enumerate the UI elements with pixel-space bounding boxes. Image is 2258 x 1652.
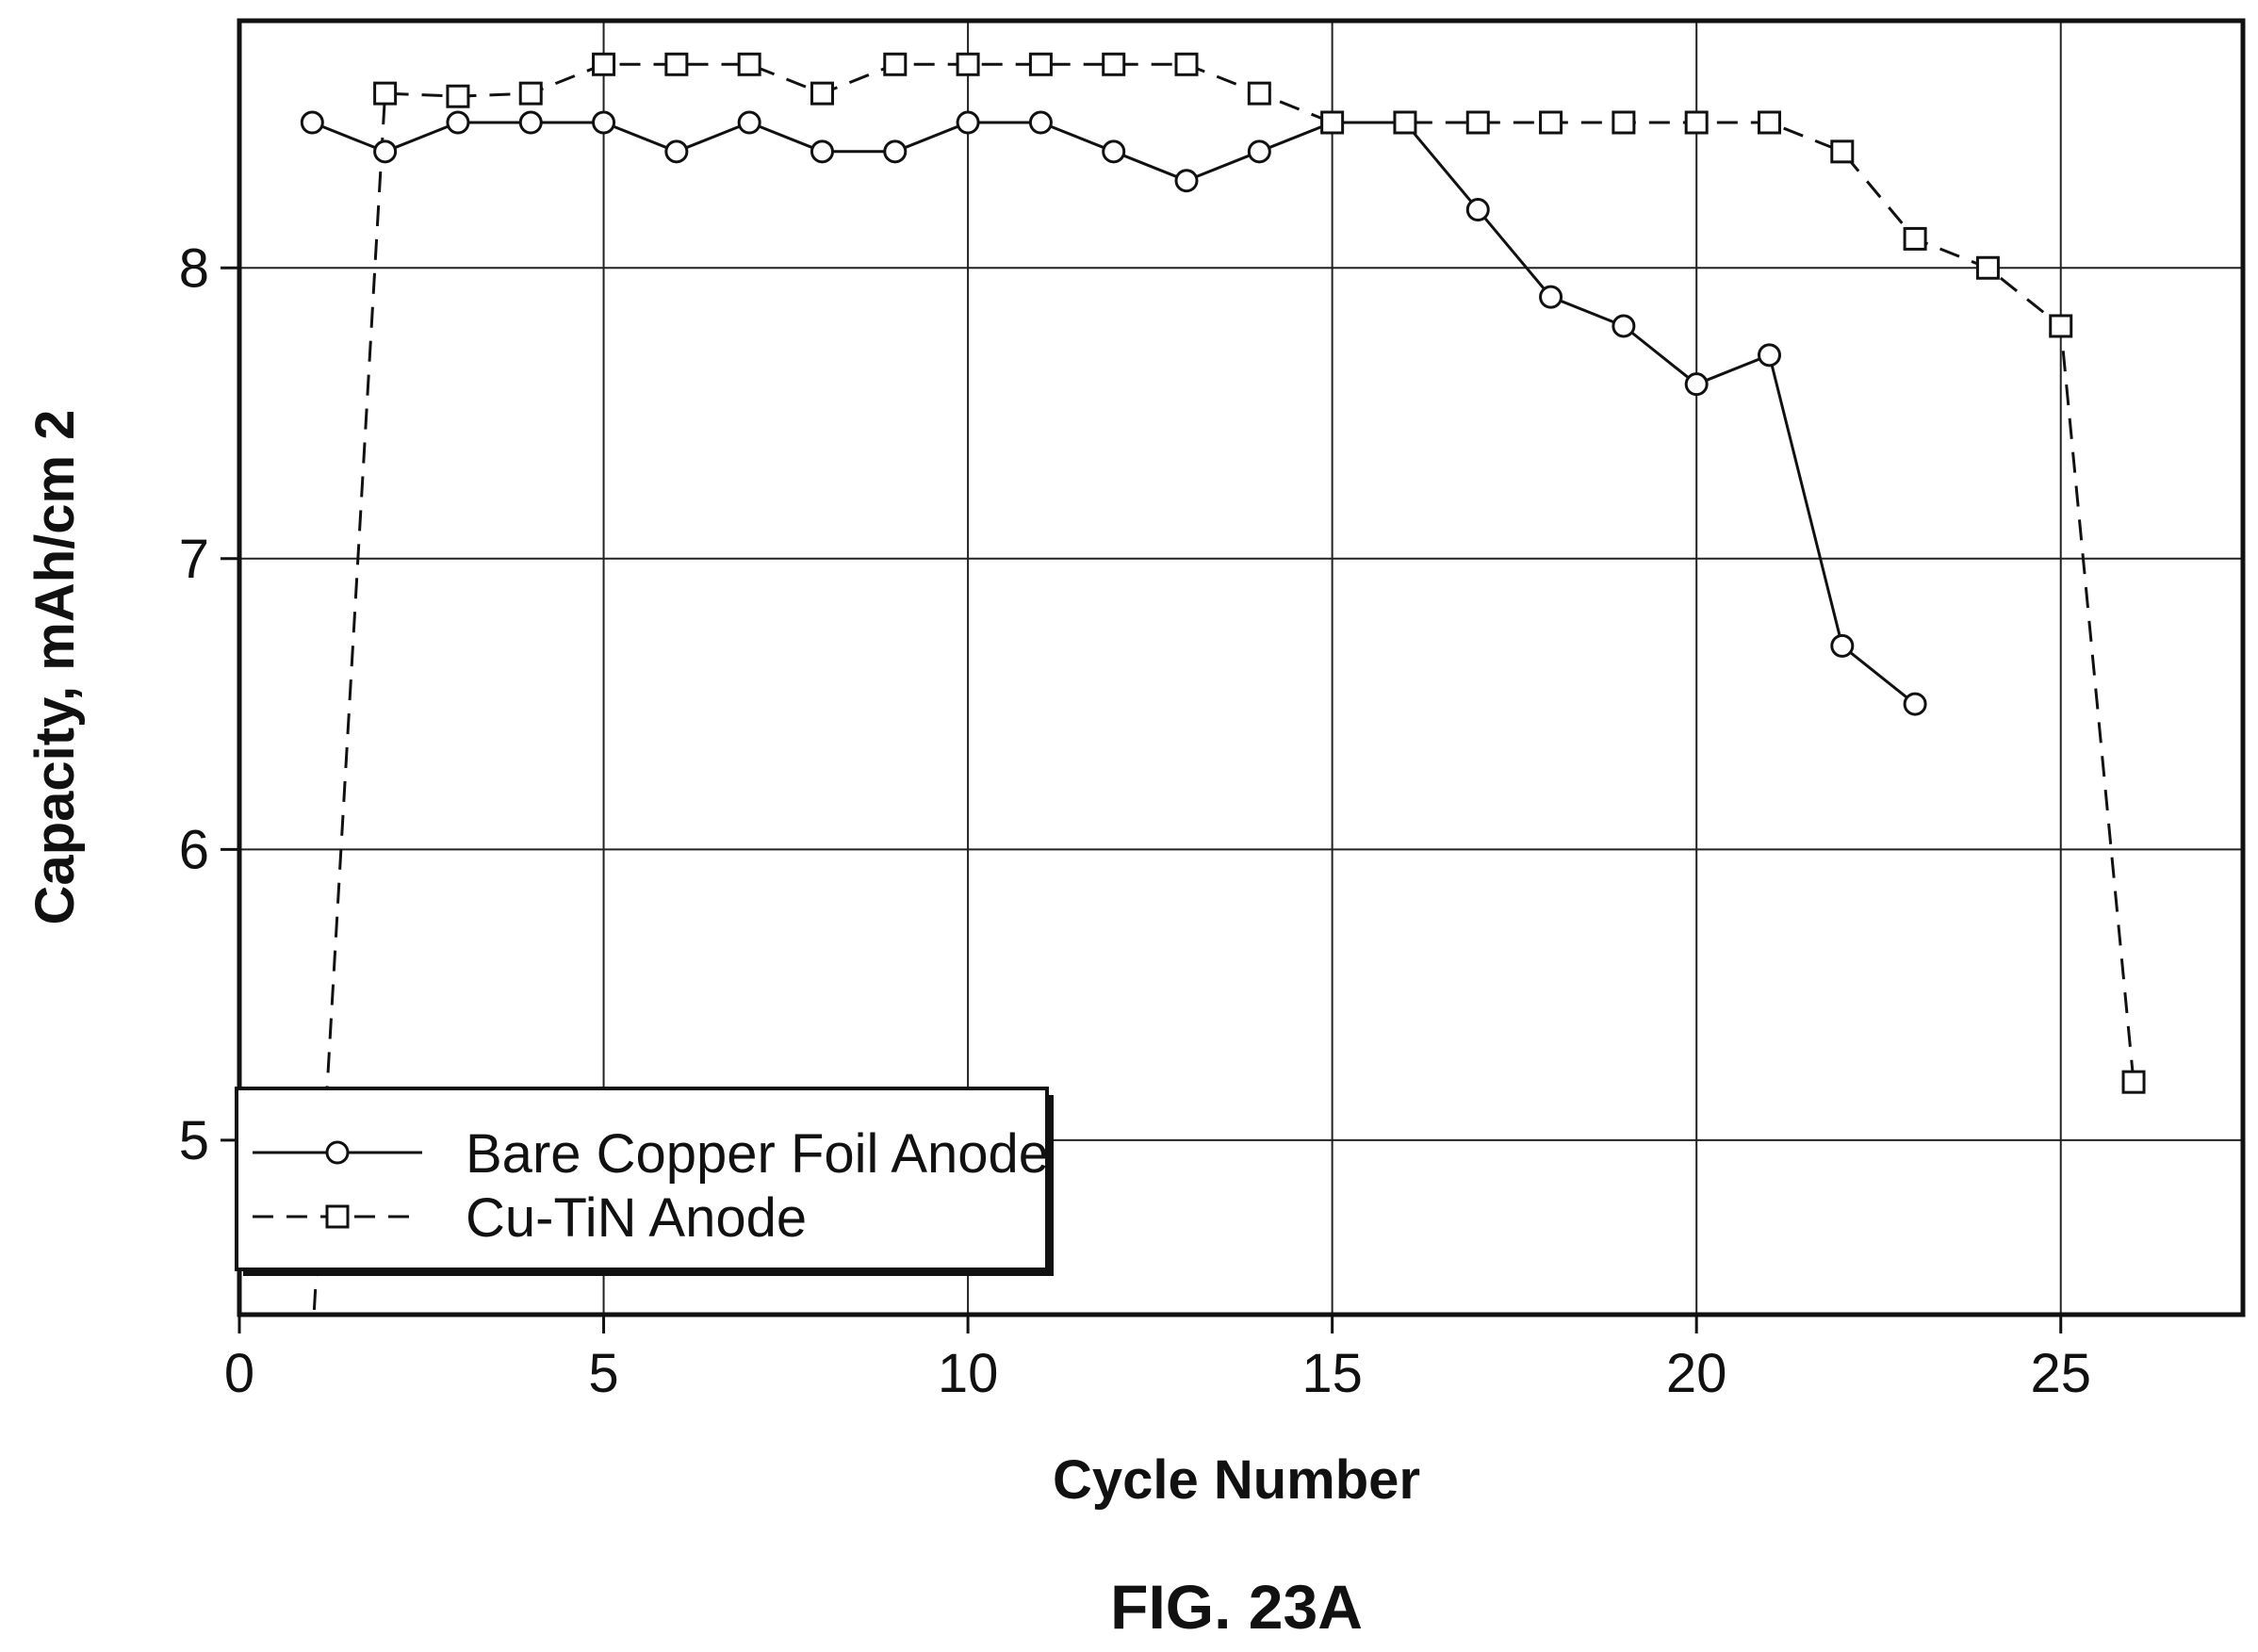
data-point-bare-copper: [1247, 139, 1271, 164]
data-point-bare-copper: [446, 110, 470, 135]
data-point-bare-copper: [810, 139, 834, 164]
data-point-cu-tin: [1757, 110, 1781, 135]
data-point-bare-copper: [664, 139, 689, 164]
data-point-bare-copper: [518, 110, 543, 135]
data-point-cu-tin: [1975, 255, 2000, 280]
x-tick-label: 25: [2030, 1343, 2091, 1404]
series-line-cu-tin: [312, 62, 2135, 1315]
data-point-bare-copper: [1612, 314, 1636, 338]
data-point-cu-tin: [1247, 81, 1271, 106]
data-point-cu-tin: [883, 52, 908, 76]
data-point-cu-tin: [2121, 1070, 2146, 1094]
data-point-bare-copper: [1684, 372, 1709, 397]
x-tick-label: 0: [224, 1343, 254, 1404]
x-tick-label: 5: [588, 1343, 618, 1404]
legend-label-bare-copper: Bare Copper Foil Anode: [466, 1123, 1049, 1185]
figure-caption: FIG. 23A: [1110, 1572, 1363, 1642]
plot-frame: [237, 18, 2246, 1317]
axis-ticks: [221, 266, 2063, 1333]
data-point-cu-tin: [1102, 52, 1126, 76]
data-point-bare-copper: [1465, 198, 1490, 222]
legend-marker-circle: [325, 1140, 350, 1165]
data-point-bare-copper: [373, 139, 398, 164]
data-point-cu-tin: [1830, 139, 1855, 164]
series-markers: [300, 52, 2146, 1094]
y-tick-label: 8: [179, 237, 209, 299]
data-point-cu-tin: [664, 52, 689, 76]
data-point-bare-copper: [956, 110, 980, 135]
y-tick-label: 7: [179, 529, 209, 590]
data-point-cu-tin: [1465, 110, 1490, 135]
data-point-cu-tin: [956, 52, 980, 76]
data-point-bare-copper: [1174, 169, 1199, 193]
x-tick-label: 20: [1666, 1343, 1727, 1404]
data-point-cu-tin: [1393, 110, 1417, 135]
data-point-bare-copper: [1830, 633, 1855, 658]
data-point-cu-tin: [1320, 110, 1345, 135]
data-point-cu-tin: [737, 52, 761, 76]
data-point-cu-tin: [2049, 314, 2073, 338]
legend-label-cu-tin: Cu-TiN Anode: [466, 1187, 807, 1249]
legend: Bare Copper Foil Anode Cu-TiN Anode: [235, 1087, 1054, 1276]
data-point-bare-copper: [1539, 285, 1563, 309]
data-point-bare-copper: [1757, 343, 1781, 368]
data-point-cu-tin: [1174, 52, 1199, 76]
data-point-cu-tin: [1684, 110, 1709, 135]
y-tick-label: 6: [179, 819, 209, 880]
data-point-cu-tin: [810, 81, 834, 106]
legend-marker-square: [325, 1204, 350, 1229]
data-point-bare-copper: [300, 110, 324, 135]
grid-lines: [239, 21, 2243, 1315]
data-point-bare-copper: [1028, 110, 1053, 135]
data-point-cu-tin: [518, 81, 543, 106]
x-tick-label: 15: [1301, 1343, 1363, 1404]
data-point-bare-copper: [737, 110, 761, 135]
data-point-bare-copper: [883, 139, 908, 164]
legend-box: [235, 1087, 1049, 1271]
data-point-cu-tin: [592, 52, 616, 76]
data-point-bare-copper: [592, 110, 616, 135]
data-point-cu-tin: [1028, 52, 1053, 76]
y-axis-title: Capacity, mAh/cm 2: [25, 410, 86, 925]
x-tick-label: 10: [938, 1343, 999, 1404]
data-point-cu-tin: [1903, 226, 1927, 251]
data-point-bare-copper: [1903, 692, 1927, 716]
data-point-cu-tin: [373, 81, 398, 106]
data-point-bare-copper: [1102, 139, 1126, 164]
data-point-cu-tin: [1539, 110, 1563, 135]
tick-labels: 0 5 10 15 20 25 5 6 7 8: [179, 237, 2091, 1404]
data-point-cu-tin: [446, 84, 470, 108]
x-axis-title: Cycle Number: [1053, 1449, 1420, 1511]
y-tick-label: 5: [179, 1110, 209, 1171]
data-point-cu-tin: [1612, 110, 1636, 135]
